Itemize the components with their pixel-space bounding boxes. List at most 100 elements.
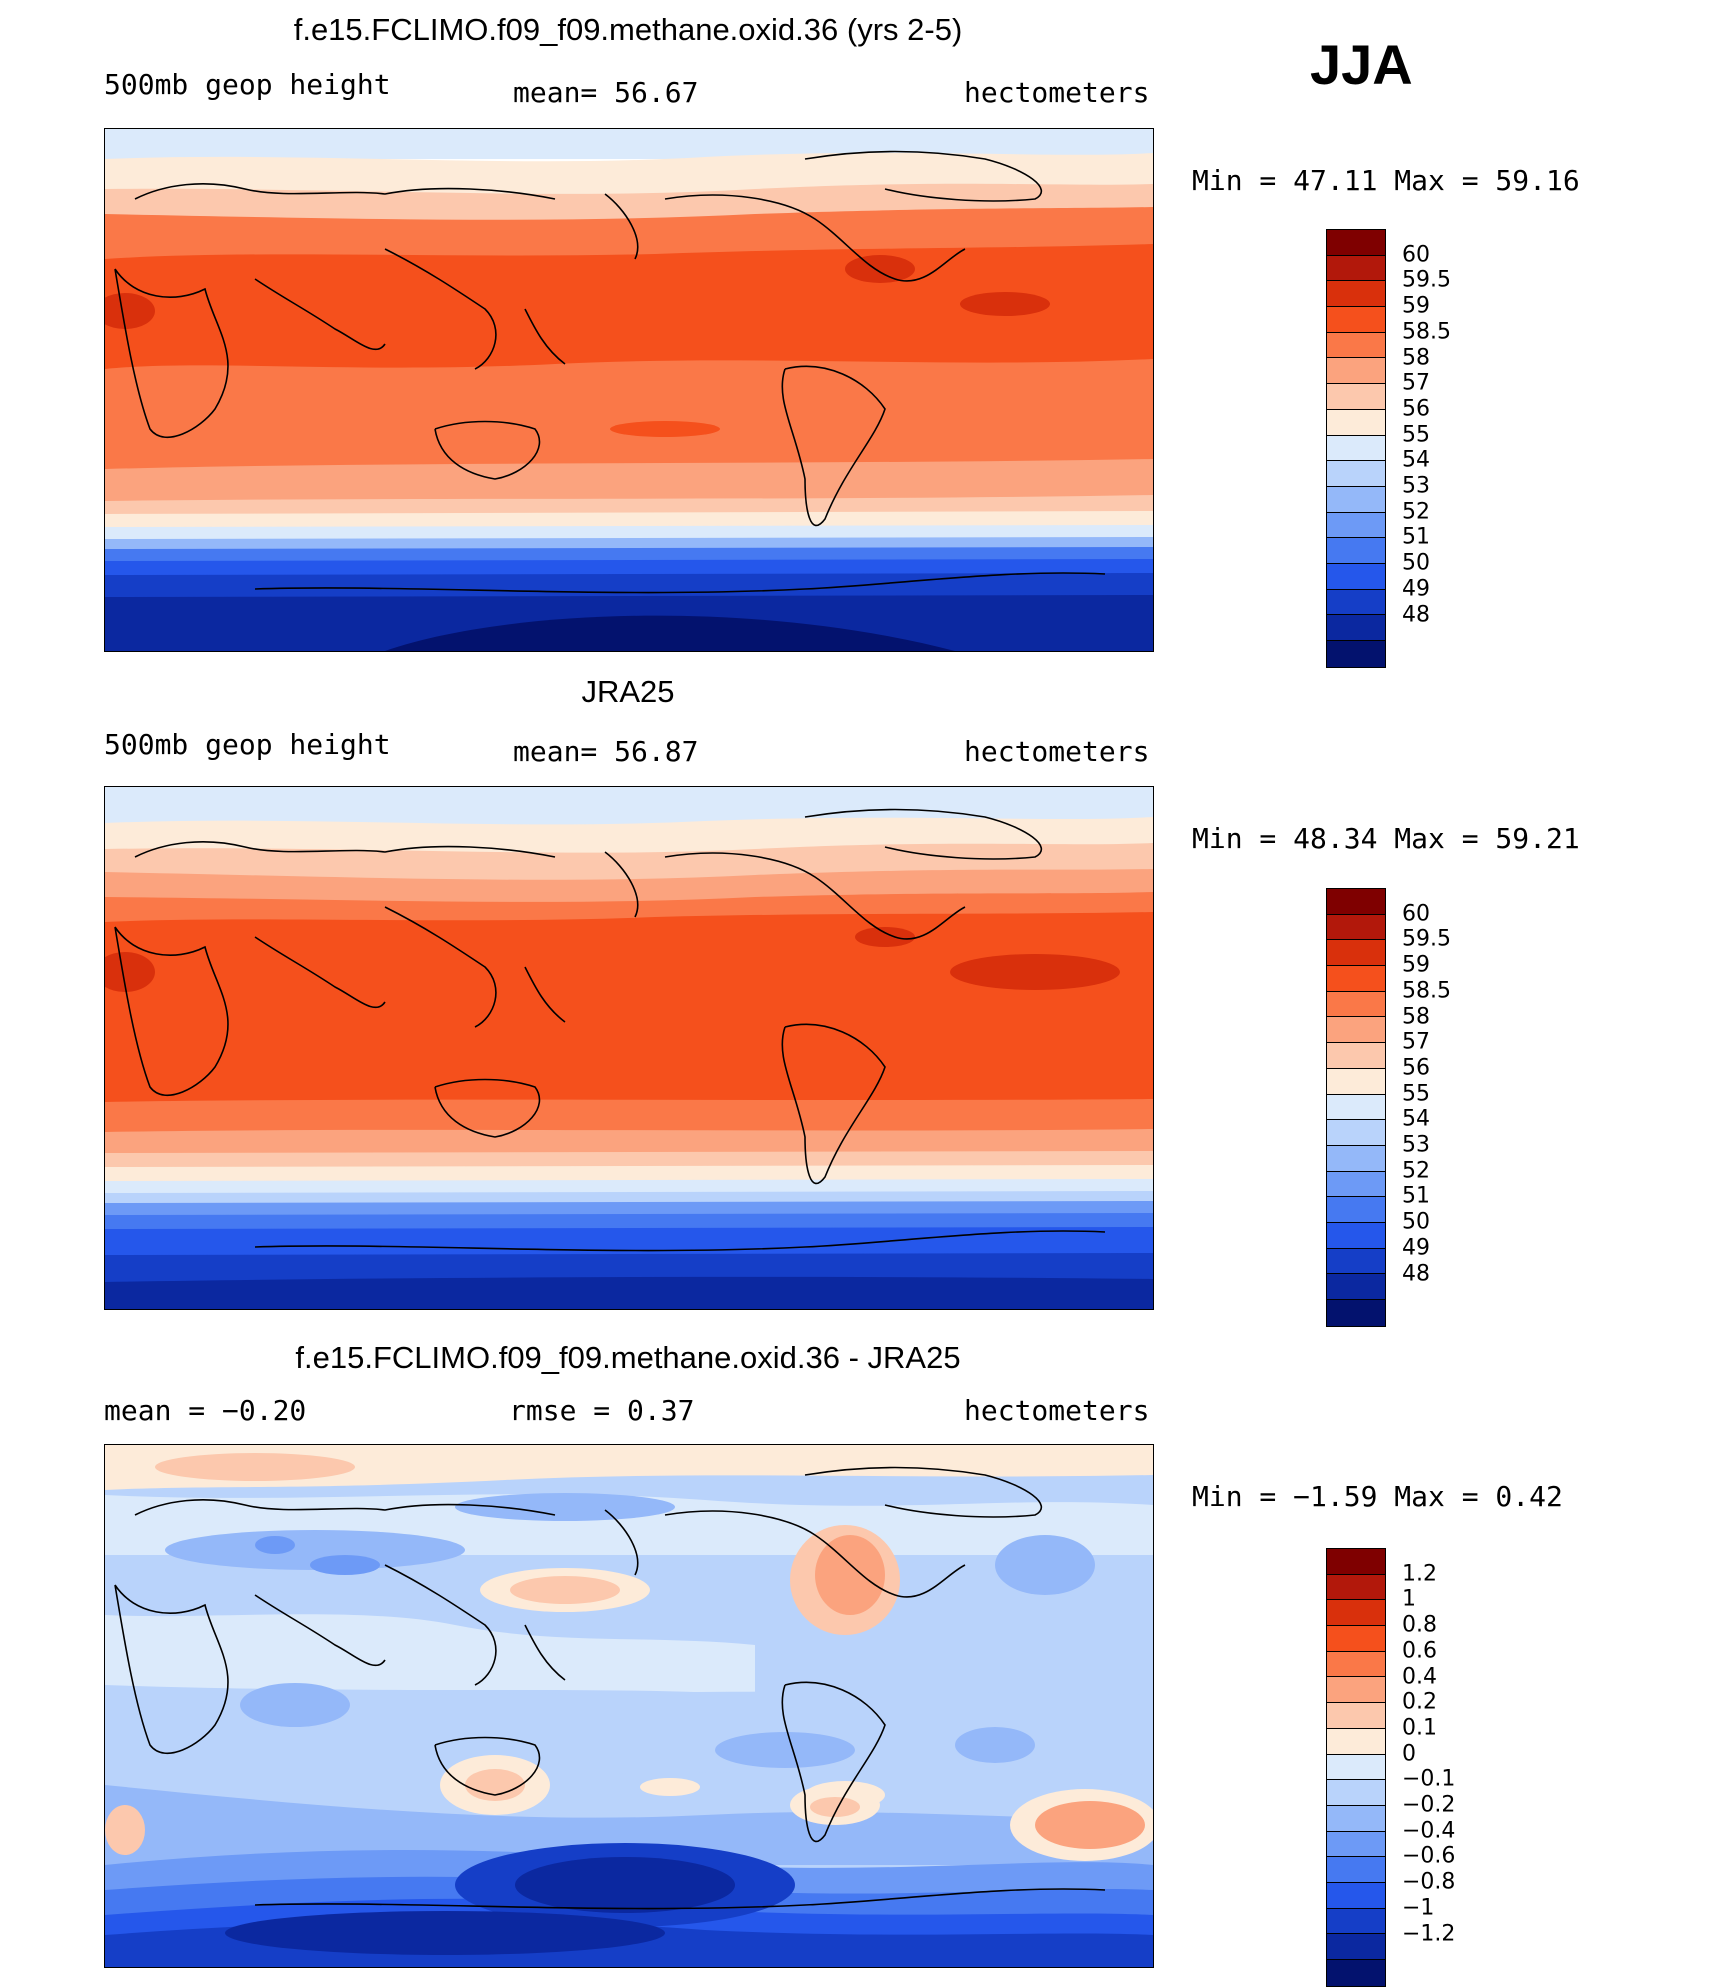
colorbar-swatch <box>1327 486 1385 513</box>
colorbar-swatch <box>1327 1780 1385 1806</box>
panel-3-colorbar <box>1326 1548 1386 1987</box>
colorbar-swatch <box>1327 914 1385 941</box>
colorbar-swatch <box>1327 1831 1385 1858</box>
colorbar-label: 51 <box>1402 1183 1430 1209</box>
colorbar-swatch <box>1327 1908 1385 1935</box>
colorbar-label: 1 <box>1402 1586 1416 1612</box>
panel-3-right-label: hectometers <box>964 1394 1150 1427</box>
colorbar-label: 49 <box>1402 576 1430 602</box>
colorbar-label: 58.5 <box>1402 319 1451 345</box>
colorbar-label: 0 <box>1402 1741 1416 1767</box>
colorbar-label: 59 <box>1402 293 1430 319</box>
colorbar-swatch <box>1327 589 1385 616</box>
panel-2-colorbar <box>1326 888 1386 1327</box>
colorbar-label: 59.5 <box>1402 926 1451 952</box>
panel-2-stats: Min = 48.34 Max = 59.21 <box>1192 822 1580 855</box>
colorbar-label: 57 <box>1402 1029 1430 1055</box>
colorbar-swatch <box>1327 1754 1385 1781</box>
colorbar-label: 60 <box>1402 242 1430 268</box>
colorbar-swatch <box>1327 384 1385 410</box>
colorbar-swatch <box>1327 1300 1385 1326</box>
panel-1-right-label: hectometers <box>964 76 1150 109</box>
colorbar-swatch <box>1327 615 1385 641</box>
colorbar-label: 51 <box>1402 524 1430 550</box>
colorbar-swatch <box>1327 1960 1385 1986</box>
colorbar-label: 55 <box>1402 422 1430 448</box>
colorbar-swatch <box>1327 1274 1385 1300</box>
colorbar-label: 56 <box>1402 1055 1430 1081</box>
colorbar-swatch <box>1327 1857 1385 1883</box>
season-label: JJA <box>1310 33 1413 96</box>
colorbar-swatch <box>1327 1651 1385 1678</box>
colorbar-label: 58 <box>1402 345 1430 370</box>
panel-3-left-label: mean = −0.20 <box>104 1394 307 1427</box>
colorbar-label: 48 <box>1402 602 1430 627</box>
colorbar-label: 0.8 <box>1402 1612 1437 1638</box>
colorbar-swatch <box>1327 230 1385 256</box>
colorbar-swatch <box>1327 1222 1385 1249</box>
colorbar-label: −0.2 <box>1402 1792 1456 1818</box>
colorbar-swatch <box>1327 1805 1385 1832</box>
panel-1-left-label: 500mb geop height <box>104 68 391 101</box>
colorbar-swatch <box>1327 461 1385 487</box>
colorbar-swatch <box>1327 1043 1385 1069</box>
colorbar-swatch <box>1327 1017 1385 1044</box>
colorbar-label: 48 <box>1402 1261 1430 1286</box>
colorbar-swatch <box>1327 512 1385 539</box>
colorbar-label: −1 <box>1402 1895 1435 1921</box>
colorbar-swatch <box>1327 940 1385 967</box>
panel-3-map <box>104 1444 1154 1968</box>
panel-2-center-label: mean= 56.87 <box>513 735 699 768</box>
colorbar-label: 55 <box>1402 1081 1430 1107</box>
panel-3-title: f.e15.FCLIMO.f09_f09.methane.oxid.36 - J… <box>295 1340 961 1375</box>
colorbar-label: 60 <box>1402 901 1430 927</box>
colorbar-swatch <box>1327 1626 1385 1652</box>
colorbar-swatch <box>1327 409 1385 436</box>
colorbar-swatch <box>1327 1574 1385 1601</box>
colorbar-swatch <box>1327 1068 1385 1095</box>
colorbar-label: −0.8 <box>1402 1869 1456 1895</box>
colorbar-label: 56 <box>1402 396 1430 422</box>
colorbar-label: 52 <box>1402 1158 1430 1184</box>
colorbar-label: 59 <box>1402 952 1430 978</box>
panel-2-left-label: 500mb geop height <box>104 728 391 761</box>
panel-2-map <box>104 786 1154 1310</box>
panel-1-center-label: mean= 56.67 <box>513 76 699 109</box>
colorbar-swatch <box>1327 1600 1385 1627</box>
colorbar-label: 1.2 <box>1402 1561 1437 1587</box>
colorbar-swatch <box>1327 1703 1385 1729</box>
colorbar-swatch <box>1327 1120 1385 1146</box>
colorbar-swatch <box>1327 538 1385 564</box>
colorbar-swatch <box>1327 255 1385 282</box>
colorbar-label: 49 <box>1402 1235 1430 1261</box>
panel-1-title: f.e15.FCLIMO.f09_f09.methane.oxid.36 (yr… <box>293 12 963 47</box>
colorbar-swatch <box>1327 1728 1385 1755</box>
colorbar-swatch <box>1327 1171 1385 1198</box>
colorbar-swatch <box>1327 358 1385 385</box>
colorbar-swatch <box>1327 889 1385 915</box>
colorbar-swatch <box>1327 966 1385 992</box>
colorbar-swatch <box>1327 1197 1385 1223</box>
colorbar-label: 50 <box>1402 1209 1430 1235</box>
colorbar-label: 52 <box>1402 499 1430 525</box>
colorbar-label: 0.1 <box>1402 1715 1437 1741</box>
colorbar-label: 53 <box>1402 1132 1430 1158</box>
panel-3-center-label: rmse = 0.37 <box>509 1394 695 1427</box>
colorbar-swatch <box>1327 1145 1385 1172</box>
colorbar-swatch <box>1327 1934 1385 1960</box>
panel-2-title: JRA25 <box>581 674 675 709</box>
panel-1-map <box>104 128 1154 652</box>
panel-1-stats: Min = 47.11 Max = 59.16 <box>1192 164 1580 197</box>
colorbar-label: 0.6 <box>1402 1638 1437 1664</box>
panel-3-stats: Min = −1.59 Max = 0.42 <box>1192 1480 1563 1513</box>
colorbar-swatch <box>1327 332 1385 359</box>
colorbar-swatch <box>1327 307 1385 333</box>
colorbar-swatch <box>1327 1677 1385 1704</box>
colorbar-swatch <box>1327 1248 1385 1275</box>
colorbar-swatch <box>1327 281 1385 308</box>
colorbar-label: 54 <box>1402 1106 1430 1132</box>
colorbar-label: 0.2 <box>1402 1689 1437 1715</box>
panel-1-colorbar <box>1326 229 1386 668</box>
colorbar-label: −0.4 <box>1402 1818 1456 1844</box>
colorbar-label: −0.6 <box>1402 1843 1456 1869</box>
